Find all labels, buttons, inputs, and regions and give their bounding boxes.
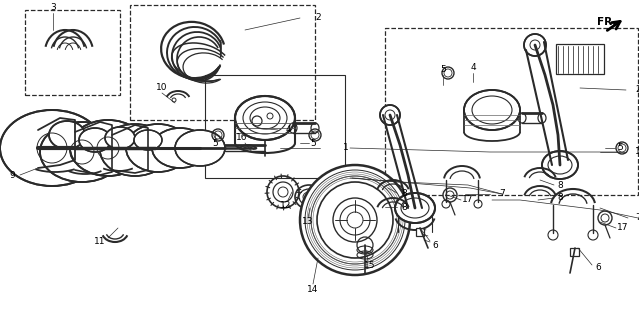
Text: 5: 5 (212, 139, 218, 148)
Text: 16: 16 (236, 133, 248, 142)
Text: 2: 2 (315, 13, 321, 22)
Bar (385, 28, 638, 195)
Circle shape (300, 165, 410, 275)
Text: 13: 13 (302, 218, 314, 227)
Ellipse shape (134, 130, 162, 150)
Text: 6: 6 (595, 263, 601, 273)
Text: 12: 12 (281, 201, 291, 210)
Text: 5: 5 (310, 139, 316, 148)
Ellipse shape (464, 90, 520, 130)
Bar (570, 248, 579, 256)
Bar (205, 75, 345, 178)
Text: 6: 6 (432, 241, 438, 250)
Ellipse shape (395, 193, 435, 223)
Text: 7: 7 (635, 213, 639, 222)
Circle shape (380, 105, 400, 125)
Ellipse shape (49, 121, 85, 149)
Ellipse shape (0, 110, 104, 186)
Ellipse shape (70, 120, 146, 176)
Circle shape (524, 34, 546, 56)
Ellipse shape (40, 122, 124, 182)
Text: 11: 11 (94, 237, 105, 246)
Text: 8: 8 (557, 194, 563, 203)
Ellipse shape (175, 130, 225, 166)
Ellipse shape (152, 128, 208, 168)
Text: 8: 8 (401, 203, 407, 212)
Text: 1: 1 (343, 143, 349, 153)
Bar (130, 5, 315, 120)
Ellipse shape (126, 124, 190, 172)
Text: 4: 4 (285, 125, 291, 134)
Text: 2: 2 (635, 85, 639, 94)
Bar (416, 228, 424, 236)
Text: FR.: FR. (597, 17, 617, 27)
Text: 15: 15 (364, 260, 376, 269)
Text: 8: 8 (401, 188, 407, 197)
Text: 9: 9 (9, 171, 15, 180)
Ellipse shape (79, 128, 111, 152)
Ellipse shape (542, 151, 578, 179)
Bar (556, 44, 604, 74)
Text: 14: 14 (307, 285, 319, 294)
Text: 17: 17 (462, 196, 473, 204)
Text: 5: 5 (617, 143, 623, 153)
Bar (25, 10, 120, 95)
Text: 7: 7 (499, 189, 505, 198)
Text: 3: 3 (50, 4, 56, 12)
Text: 8: 8 (557, 180, 563, 189)
Text: 5: 5 (440, 66, 446, 75)
Text: 4: 4 (470, 63, 476, 73)
Ellipse shape (100, 124, 170, 176)
Text: 1: 1 (635, 148, 639, 156)
Ellipse shape (235, 96, 295, 140)
Text: 17: 17 (617, 223, 629, 233)
Ellipse shape (105, 127, 135, 149)
Text: 10: 10 (157, 84, 168, 92)
